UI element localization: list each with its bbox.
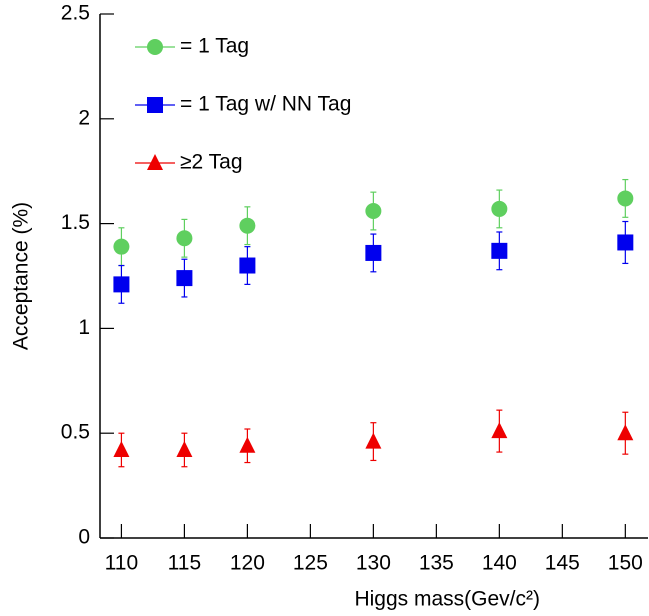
x-tick-label: 125: [293, 552, 328, 575]
data-point: [365, 203, 382, 220]
data-point: [239, 257, 256, 274]
x-tick-label: 120: [230, 552, 265, 575]
x-tick-label: 110: [105, 552, 138, 575]
x-tick-label: 140: [482, 552, 517, 575]
x-tick-label: 135: [419, 552, 454, 575]
data-point: [491, 200, 508, 217]
legend-marker: [147, 39, 163, 55]
y-tick-label: 2: [78, 106, 90, 129]
x-tick-label: 145: [545, 552, 580, 575]
data-point: [176, 270, 193, 287]
data-point: [176, 230, 193, 247]
legend-label: ≥2 Tag: [180, 151, 243, 174]
y-tick-label: 0: [78, 526, 90, 549]
legend-marker: [147, 154, 163, 170]
legend-label: = 1 Tag: [180, 35, 249, 58]
data-point: [113, 440, 130, 457]
legend-marker: [147, 97, 163, 113]
data-point: [239, 217, 256, 234]
x-tick-label: 130: [356, 552, 391, 575]
data-point: [617, 424, 634, 441]
data-point: [491, 242, 508, 259]
data-point: [617, 190, 634, 207]
data-point: [365, 432, 382, 449]
y-axis-label: Acceptance (%): [10, 202, 33, 350]
data-point: [617, 234, 634, 251]
y-tick-label: 1.5: [61, 211, 90, 234]
y-tick-label: 0.5: [61, 421, 90, 444]
data-point: [176, 440, 193, 457]
data-point: [365, 244, 382, 261]
x-tick-label: 115: [168, 552, 201, 575]
data-point: [491, 422, 508, 439]
x-tick-label: 150: [608, 552, 643, 575]
y-tick-label: 1: [78, 316, 90, 339]
data-point: [113, 238, 130, 255]
y-tick-label: 2.5: [61, 2, 90, 25]
data-point: [113, 276, 130, 293]
data-point: [239, 436, 256, 453]
x-axis-label: Higgs mass(Gev/c²): [354, 588, 540, 611]
legend-label: = 1 Tag w/ NN Tag: [180, 93, 351, 116]
